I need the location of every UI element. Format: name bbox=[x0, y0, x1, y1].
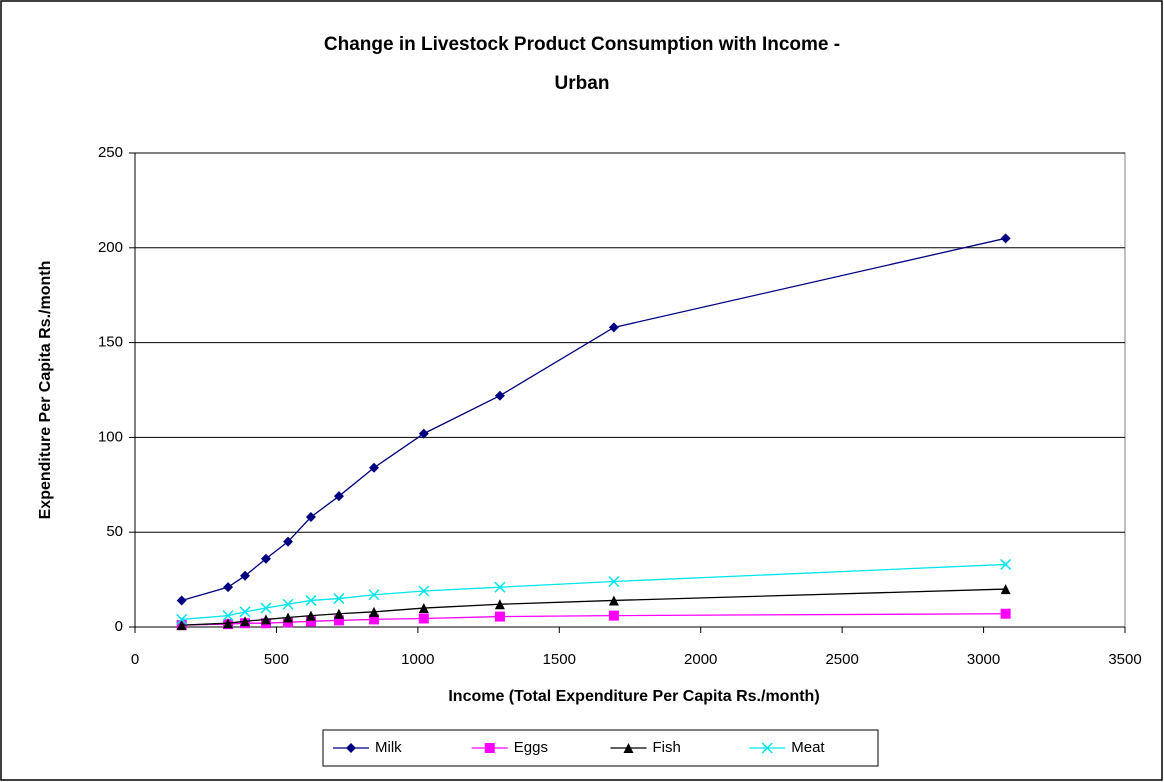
marker bbox=[305, 610, 316, 621]
marker bbox=[223, 582, 234, 593]
chart-title: Change in Livestock Product Consumption … bbox=[324, 34, 840, 55]
legend-marker bbox=[761, 742, 773, 754]
y-axis-label: Expenditure Per Capita Rs./month bbox=[37, 261, 54, 520]
marker bbox=[176, 620, 187, 631]
y-tick-label: 100 bbox=[98, 428, 123, 445]
x-tick-label: 3000 bbox=[967, 651, 1000, 668]
legend-marker bbox=[484, 743, 495, 753]
x-tick-label: 1000 bbox=[401, 651, 434, 668]
marker bbox=[305, 594, 317, 606]
marker bbox=[494, 390, 505, 401]
marker bbox=[305, 512, 316, 523]
marker bbox=[260, 553, 271, 564]
marker bbox=[240, 570, 251, 581]
marker bbox=[608, 322, 619, 333]
y-tick-label: 150 bbox=[98, 334, 123, 351]
marker bbox=[282, 598, 294, 610]
legend-label: Meat bbox=[791, 739, 825, 756]
marker bbox=[369, 606, 380, 617]
y-tick-label: 250 bbox=[98, 144, 123, 161]
series-line bbox=[181, 588, 1006, 626]
marker bbox=[222, 610, 234, 622]
marker bbox=[608, 575, 620, 588]
marker bbox=[333, 615, 344, 626]
legend-label: Milk bbox=[375, 739, 402, 756]
marker bbox=[223, 618, 234, 629]
marker bbox=[418, 603, 429, 614]
marker bbox=[176, 595, 187, 606]
marker bbox=[176, 613, 188, 625]
marker bbox=[260, 614, 271, 625]
legend bbox=[322, 729, 879, 767]
marker bbox=[239, 606, 251, 618]
marker bbox=[333, 608, 344, 619]
legend-marker bbox=[623, 743, 634, 753]
marker bbox=[1000, 233, 1011, 244]
legend-label: Eggs bbox=[514, 739, 548, 756]
legend-label: Fish bbox=[653, 739, 681, 756]
marker bbox=[283, 536, 294, 547]
marker bbox=[368, 589, 380, 601]
marker bbox=[418, 613, 429, 624]
marker bbox=[494, 581, 506, 593]
legend-marker bbox=[346, 743, 356, 753]
x-tick-label: 2500 bbox=[825, 651, 858, 668]
marker bbox=[369, 614, 380, 625]
marker bbox=[305, 616, 316, 627]
plot-area bbox=[134, 152, 1126, 628]
marker bbox=[608, 595, 619, 606]
marker bbox=[333, 593, 345, 605]
x-axis-label: Income (Total Expenditure Per Capita Rs.… bbox=[448, 688, 819, 705]
x-tick-label: 3500 bbox=[1108, 651, 1141, 668]
series-line bbox=[181, 563, 1006, 621]
marker bbox=[240, 616, 251, 627]
marker bbox=[418, 585, 430, 597]
marker bbox=[333, 491, 344, 502]
marker bbox=[260, 602, 272, 614]
marker bbox=[1000, 558, 1012, 570]
marker bbox=[283, 612, 294, 623]
marker bbox=[1000, 584, 1011, 595]
marker bbox=[608, 610, 619, 621]
marker bbox=[1000, 608, 1011, 619]
x-tick-label: 500 bbox=[264, 651, 289, 668]
x-tick-label: 0 bbox=[131, 651, 139, 668]
y-tick-label: 50 bbox=[106, 523, 123, 540]
y-tick-label: 0 bbox=[115, 618, 123, 635]
x-tick-label: 1500 bbox=[543, 651, 576, 668]
marker bbox=[494, 599, 505, 610]
x-tick-label: 2000 bbox=[684, 651, 717, 668]
marker bbox=[418, 428, 429, 439]
chart-title: Urban bbox=[555, 73, 610, 94]
marker bbox=[494, 611, 505, 622]
y-tick-label: 200 bbox=[98, 239, 123, 256]
marker bbox=[369, 462, 380, 473]
